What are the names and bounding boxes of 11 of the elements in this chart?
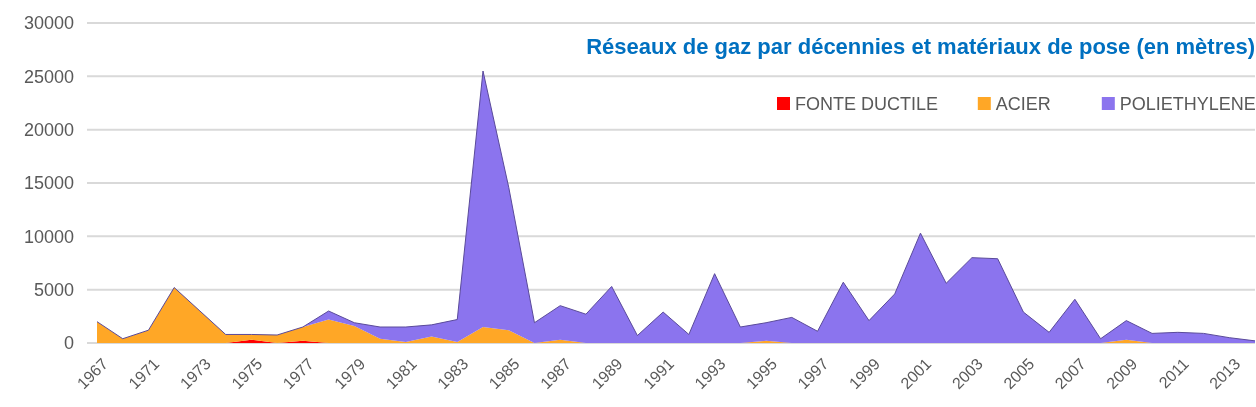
y-tick-label: 20000 [23, 119, 74, 140]
text: Réseaux de gaz par décennies et matériaux de pose (en mètres) [586, 34, 1255, 59]
legend-label: POLIETHYLENE [1119, 94, 1256, 115]
y-tick-label: 5000 [33, 279, 74, 300]
legend-label: FONTE DUCTILE [795, 94, 939, 115]
y-tick-label: 30000 [23, 13, 74, 34]
legend-label: ACIER [995, 94, 1051, 115]
y-tick-label: 15000 [23, 173, 74, 194]
y-tick-label: 25000 [23, 66, 74, 87]
y-tick-label: 0 [63, 333, 74, 354]
y-tick-label: 10000 [23, 226, 74, 247]
